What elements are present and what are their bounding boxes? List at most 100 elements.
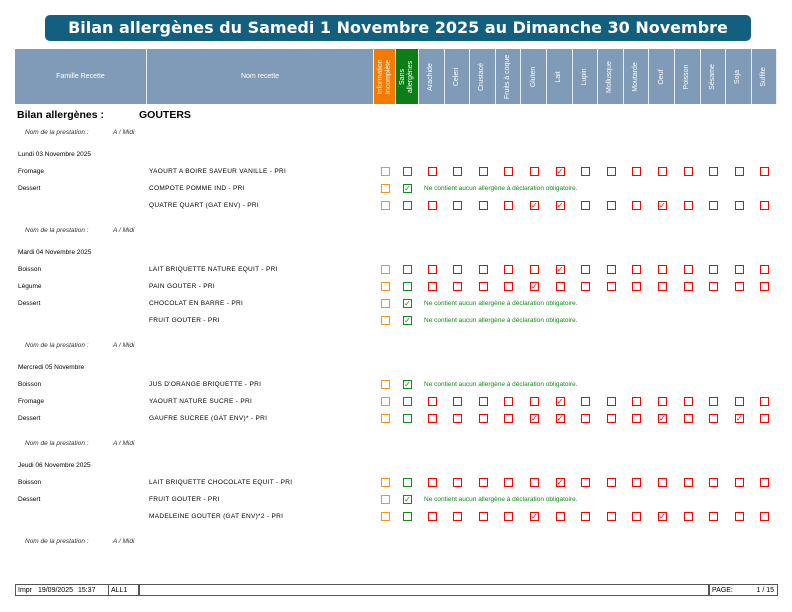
allergen-checkbox[interactable] (760, 397, 770, 406)
info-incomplete-checkbox[interactable] (381, 397, 390, 406)
allergen-checkbox[interactable] (453, 478, 463, 487)
sans-allergenes-checkbox[interactable] (403, 512, 412, 521)
allergen-checkbox[interactable] (478, 201, 488, 210)
allergen-checkbox[interactable] (581, 282, 591, 291)
allergen-checkbox[interactable] (427, 478, 437, 487)
allergen-checkbox[interactable] (683, 201, 693, 210)
allergen-checkbox[interactable] (632, 414, 642, 423)
allergen-checkbox[interactable] (606, 397, 616, 406)
allergen-checkbox[interactable] (734, 167, 744, 176)
allergen-checkbox[interactable] (478, 478, 488, 487)
allergen-checkbox[interactable] (504, 414, 514, 423)
allergen-checkbox[interactable] (760, 201, 770, 210)
info-incomplete-checkbox[interactable] (381, 167, 390, 176)
allergen-checkbox[interactable]: ✓ (529, 282, 539, 291)
allergen-checkbox[interactable] (453, 265, 463, 274)
allergen-checkbox[interactable] (427, 282, 437, 291)
allergen-checkbox[interactable] (657, 167, 667, 176)
allergen-checkbox[interactable] (606, 167, 616, 176)
allergen-checkbox[interactable] (581, 167, 591, 176)
allergen-checkbox[interactable] (606, 512, 616, 521)
allergen-checkbox[interactable] (581, 414, 591, 423)
allergen-checkbox[interactable] (504, 282, 514, 291)
info-incomplete-checkbox[interactable] (381, 380, 390, 389)
allergen-checkbox[interactable] (709, 265, 719, 274)
allergen-checkbox[interactable] (632, 167, 642, 176)
allergen-checkbox[interactable] (760, 414, 770, 423)
allergen-checkbox[interactable] (606, 265, 616, 274)
info-incomplete-checkbox[interactable] (381, 512, 390, 521)
sans-allergenes-checkbox[interactable] (403, 282, 412, 291)
sans-allergenes-checkbox[interactable] (403, 478, 412, 487)
allergen-checkbox[interactable] (734, 397, 744, 406)
allergen-checkbox[interactable] (760, 265, 770, 274)
allergen-checkbox[interactable] (683, 478, 693, 487)
sans-allergenes-checkbox[interactable] (403, 397, 412, 406)
allergen-checkbox[interactable] (478, 282, 488, 291)
allergen-checkbox[interactable] (555, 512, 565, 521)
allergen-checkbox[interactable] (504, 265, 514, 274)
allergen-checkbox[interactable]: ✓ (529, 201, 539, 210)
info-incomplete-checkbox[interactable] (381, 414, 390, 423)
allergen-checkbox[interactable]: ✓ (555, 414, 565, 423)
allergen-checkbox[interactable] (632, 201, 642, 210)
info-incomplete-checkbox[interactable] (381, 316, 390, 325)
allergen-checkbox[interactable] (478, 512, 488, 521)
allergen-checkbox[interactable] (734, 282, 744, 291)
allergen-checkbox[interactable]: ✓ (529, 414, 539, 423)
info-incomplete-checkbox[interactable] (381, 201, 390, 210)
allergen-checkbox[interactable] (478, 265, 488, 274)
allergen-checkbox[interactable] (427, 167, 437, 176)
allergen-checkbox[interactable] (734, 478, 744, 487)
allergen-checkbox[interactable] (504, 478, 514, 487)
allergen-checkbox[interactable] (427, 265, 437, 274)
sans-allergenes-checkbox[interactable] (403, 201, 412, 210)
allergen-checkbox[interactable] (709, 167, 719, 176)
sans-allergenes-checkbox[interactable] (403, 167, 412, 176)
sans-allergenes-checkbox[interactable] (403, 414, 412, 423)
allergen-checkbox[interactable] (478, 167, 488, 176)
allergen-checkbox[interactable] (427, 397, 437, 406)
allergen-checkbox[interactable]: ✓ (555, 265, 565, 274)
allergen-checkbox[interactable]: ✓ (555, 397, 565, 406)
info-incomplete-checkbox[interactable] (381, 299, 390, 308)
sans-allergenes-checkbox[interactable]: ✓ (403, 495, 412, 504)
allergen-checkbox[interactable] (760, 282, 770, 291)
allergen-checkbox[interactable] (453, 512, 463, 521)
allergen-checkbox[interactable] (683, 397, 693, 406)
allergen-checkbox[interactable] (683, 265, 693, 274)
allergen-checkbox[interactable] (606, 201, 616, 210)
allergen-checkbox[interactable] (657, 282, 667, 291)
allergen-checkbox[interactable] (734, 512, 744, 521)
allergen-checkbox[interactable] (709, 397, 719, 406)
allergen-checkbox[interactable] (683, 414, 693, 423)
info-incomplete-checkbox[interactable] (381, 478, 390, 487)
allergen-checkbox[interactable] (504, 167, 514, 176)
allergen-checkbox[interactable]: ✓ (657, 201, 667, 210)
allergen-checkbox[interactable] (606, 414, 616, 423)
allergen-checkbox[interactable] (427, 414, 437, 423)
allergen-checkbox[interactable] (453, 397, 463, 406)
allergen-checkbox[interactable] (760, 167, 770, 176)
allergen-checkbox[interactable] (709, 512, 719, 521)
allergen-checkbox[interactable] (709, 282, 719, 291)
allergen-checkbox[interactable] (529, 478, 539, 487)
allergen-checkbox[interactable] (760, 478, 770, 487)
allergen-checkbox[interactable]: ✓ (529, 512, 539, 521)
allergen-checkbox[interactable] (709, 478, 719, 487)
allergen-checkbox[interactable] (581, 478, 591, 487)
allergen-checkbox[interactable] (581, 201, 591, 210)
allergen-checkbox[interactable] (632, 265, 642, 274)
allergen-checkbox[interactable] (709, 414, 719, 423)
allergen-checkbox[interactable] (632, 397, 642, 406)
sans-allergenes-checkbox[interactable]: ✓ (403, 316, 412, 325)
allergen-checkbox[interactable] (529, 167, 539, 176)
allergen-checkbox[interactable] (453, 282, 463, 291)
allergen-checkbox[interactable]: ✓ (555, 201, 565, 210)
allergen-checkbox[interactable]: ✓ (555, 478, 565, 487)
allergen-checkbox[interactable]: ✓ (734, 414, 744, 423)
allergen-checkbox[interactable] (683, 167, 693, 176)
allergen-checkbox[interactable] (581, 397, 591, 406)
allergen-checkbox[interactable] (606, 478, 616, 487)
allergen-checkbox[interactable] (478, 414, 488, 423)
